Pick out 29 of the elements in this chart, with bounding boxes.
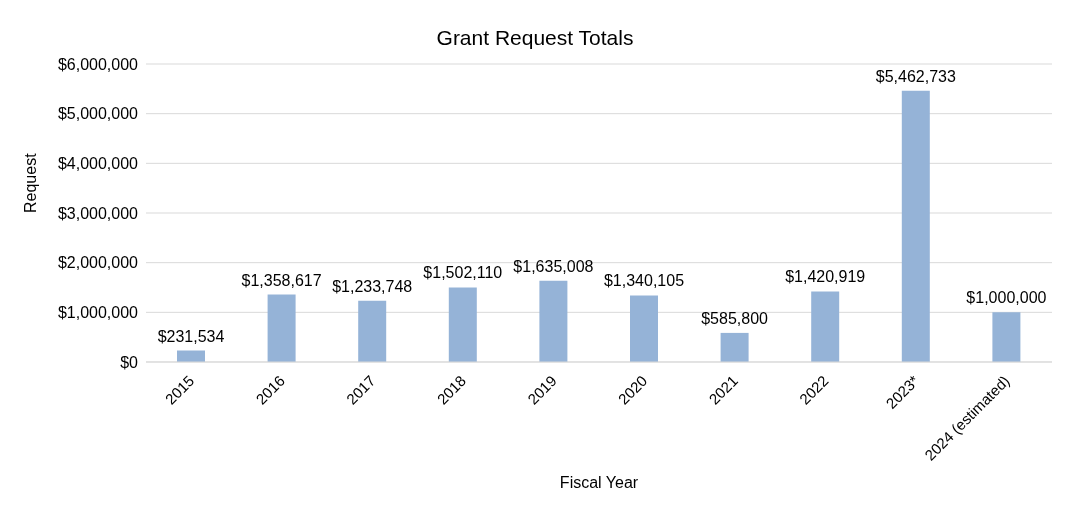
bar <box>992 312 1021 362</box>
data-label: $1,420,919 <box>785 268 866 286</box>
bar <box>630 295 658 362</box>
bar <box>901 90 930 362</box>
chart-title: Grant Request Totals <box>435 26 635 50</box>
x-axis-title: Fiscal Year <box>559 474 639 491</box>
data-label: $1,358,617 <box>241 271 322 289</box>
data-label: $5,462,733 <box>875 67 956 85</box>
data-label: $231,534 <box>157 327 225 345</box>
data-label: $1,000,000 <box>966 289 1047 307</box>
data-label: $1,502,110 <box>423 264 503 282</box>
bar <box>358 300 387 362</box>
y-tick-label: $3,000,000 <box>57 204 139 222</box>
data-label: $1,233,748 <box>332 277 413 295</box>
y-tick-label: $5,000,000 <box>57 105 139 123</box>
data-label: $1,635,008 <box>513 257 594 275</box>
y-axis-title: Request <box>21 152 39 213</box>
data-label: $1,340,105 <box>603 272 685 290</box>
bar <box>811 291 840 362</box>
bar <box>720 332 749 362</box>
y-tick-label: $1,000,000 <box>57 304 139 322</box>
y-tick-label: $6,000,000 <box>57 55 139 73</box>
y-tick-label: $4,000,000 <box>57 155 139 173</box>
bar <box>448 287 477 362</box>
bar <box>539 280 568 362</box>
data-label: $585,800 <box>701 309 769 327</box>
y-tick-label: $0 <box>120 353 139 371</box>
y-tick-label: $2,000,000 <box>57 254 139 272</box>
bar <box>267 294 296 362</box>
